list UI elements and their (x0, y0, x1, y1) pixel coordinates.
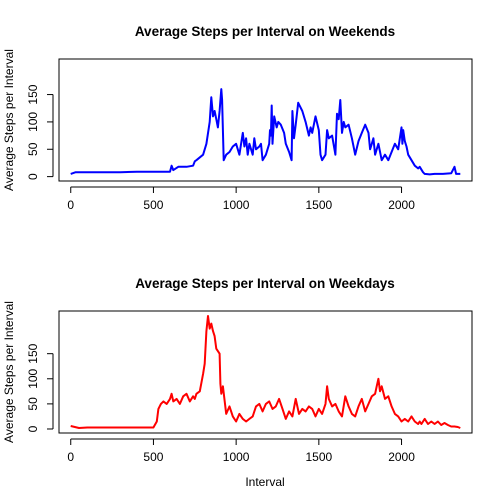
weekdays-y-axis-label: Average Steps per Interval (2, 301, 16, 443)
weekdays-panel: Average Steps per Interval on Weekdays A… (2, 276, 473, 489)
weekdays-plot-frame (58, 310, 473, 434)
weekends-y-tick-label: 150 (26, 84, 40, 104)
weekdays-marks: 0 500 1000 1500 2000 0 50 100 150 (26, 315, 461, 464)
weekends-x-tick-label: 1500 (305, 198, 332, 212)
weekdays-x-axis-label: Interval (245, 475, 284, 489)
weekdays-y-tick-label: 150 (26, 343, 40, 363)
weekends-marks: 0 500 1000 1500 2000 0 50 100 150 (26, 84, 461, 212)
weekends-plot-frame (58, 58, 473, 182)
weekdays-x-tick-label: 0 (67, 450, 74, 464)
weekdays-x-tick-label: 1000 (223, 450, 250, 464)
weekends-series-line (70, 88, 461, 176)
weekends-x-tick-label: 1000 (223, 198, 250, 212)
weekdays-y-tick-label: 50 (26, 397, 40, 411)
weekends-x-tick-label: 500 (143, 198, 163, 212)
weekdays-x-tick-label: 2000 (388, 450, 415, 464)
weekends-y-tick-label: 0 (26, 173, 40, 180)
weekends-y-tick-label: 50 (26, 142, 40, 156)
weekdays-x-tick-label: 500 (143, 450, 163, 464)
weekends-panel: Average Steps per Interval on Weekends A… (2, 24, 473, 212)
weekends-x-tick-label: 0 (67, 198, 74, 212)
weekdays-x-tick-label: 1500 (305, 450, 332, 464)
weekends-x-tick-label: 2000 (388, 198, 415, 212)
weekdays-y-tick-label: 100 (26, 368, 40, 388)
weekdays-series-line (70, 315, 461, 429)
weekends-y-tick-label: 100 (26, 112, 40, 132)
weekends-y-axis-label: Average Steps per Interval (2, 49, 16, 191)
weekends-chart-title: Average Steps per Interval on Weekends (135, 24, 395, 39)
weekdays-y-tick-label: 0 (26, 425, 40, 432)
weekdays-chart-title: Average Steps per Interval on Weekdays (135, 276, 395, 291)
